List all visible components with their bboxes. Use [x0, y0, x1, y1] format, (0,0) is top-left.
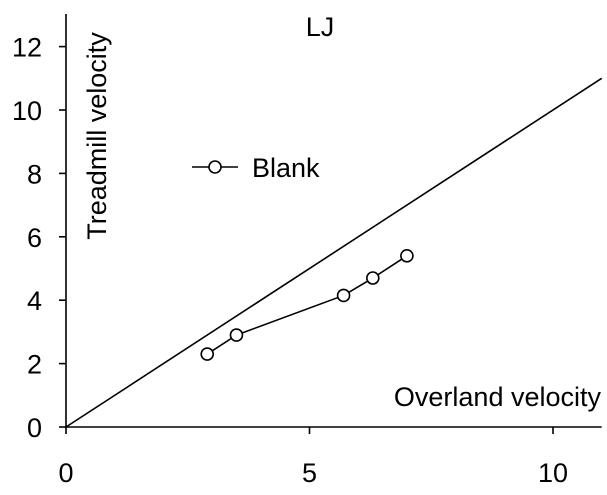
- tick-labels: 0 2 4 6 8 10 12 0 5 10: [12, 33, 568, 488]
- x-tick-label: 10: [538, 458, 568, 488]
- y-tick-label: 4: [27, 286, 42, 316]
- reference-line-group: [65, 77, 603, 428]
- y-tick-label: 2: [27, 350, 42, 380]
- data-point: [336, 288, 351, 303]
- x-axis-title: Overland velocity: [394, 382, 602, 412]
- legend-marker: [208, 160, 222, 174]
- data-point: [200, 347, 215, 361]
- x-tick-label: 5: [302, 458, 317, 488]
- y-tick-label: 8: [27, 159, 42, 189]
- data-point: [400, 249, 414, 263]
- data-point: [229, 328, 244, 342]
- y-tick-label: 10: [12, 96, 42, 126]
- y-tick-label: 0: [27, 413, 42, 443]
- data-point: [366, 271, 380, 285]
- axes: [59, 14, 602, 434]
- y-axis-title: Treadmill velocity: [82, 32, 112, 240]
- x-tick-label: 0: [58, 458, 73, 488]
- y-tick-label: 12: [12, 33, 42, 63]
- identity-line: [65, 77, 603, 428]
- legend: Blank: [192, 153, 320, 183]
- legend-label: Blank: [252, 153, 320, 183]
- series-group: [200, 249, 414, 361]
- chart-title: LJ: [306, 12, 335, 42]
- y-tick-label: 6: [27, 223, 42, 253]
